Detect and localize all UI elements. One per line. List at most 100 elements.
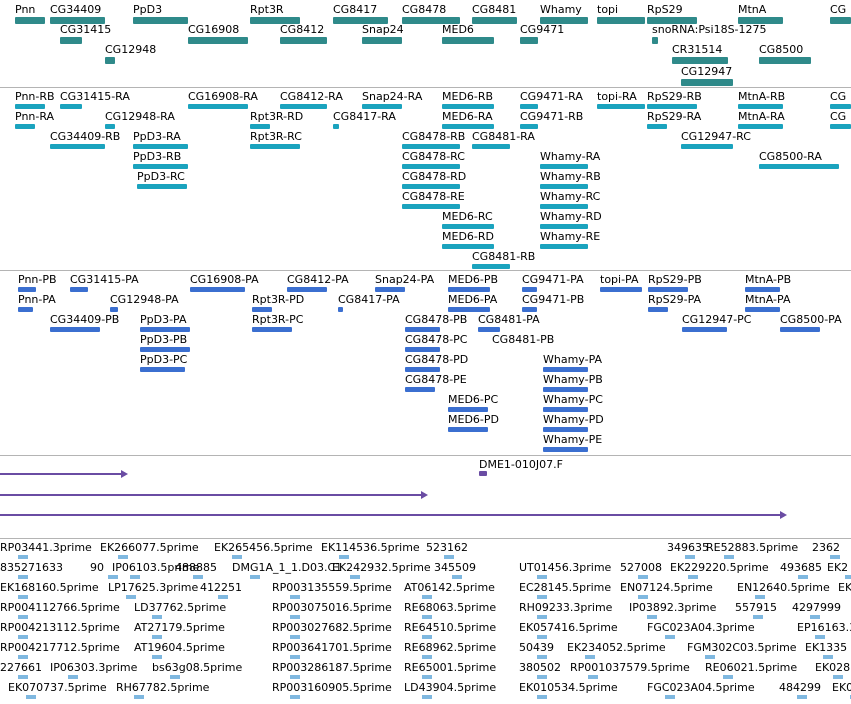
feature-glyph-cg9471-ra[interactable] [520,104,538,109]
feature-label-rp003075016-5prime[interactable]: RP003075016.5prime [272,601,392,614]
feature-label-at27179-5prime[interactable]: AT27179.5prime [134,621,225,634]
feature-label-50439[interactable]: 50439 [519,641,554,654]
est-glyph[interactable] [232,555,242,559]
feature-glyph-rpt3r[interactable] [250,17,300,24]
feature-label-cg34409-pb[interactable]: CG34409-PB [50,313,120,326]
feature-glyph-snorna-psi18s-1275[interactable] [652,37,658,44]
est-glyph[interactable] [68,675,78,679]
feature-label-rpt3r-rc[interactable]: Rpt3R-RC [250,130,302,143]
est-glyph[interactable] [815,635,825,639]
est-glyph[interactable] [108,575,118,579]
est-glyph[interactable] [170,675,180,679]
feature-glyph-pnn-pb[interactable] [18,287,36,292]
feature-label-ek229220-5prime[interactable]: EK229220.5prime [670,561,769,574]
est-glyph[interactable] [685,555,695,559]
est-glyph[interactable] [18,555,28,559]
feature-label-pnn-pb[interactable]: Pnn-PB [18,273,57,286]
feature-label-whamy-rb[interactable]: Whamy-RB [540,170,601,183]
feature-glyph-cg8500[interactable] [759,57,811,64]
feature-label-rpt3r-rd[interactable]: Rpt3R-RD [250,110,304,123]
feature-label-cg8417[interactable]: CG8417 [333,3,378,16]
feature-glyph-topi[interactable] [597,17,645,24]
feature-label-ek1335[interactable]: EK1335 [805,641,848,654]
feature-glyph-cg8478-pe[interactable] [405,387,435,392]
feature-glyph-ppd3-rb[interactable] [133,164,188,169]
feature-glyph-cg8478-pb[interactable] [405,327,440,332]
feature-label-ek242932-5prime[interactable]: EK242932.5prime [332,561,431,574]
est-glyph[interactable] [422,655,432,659]
est-glyph[interactable] [830,555,840,559]
feature-label-whamy-pd[interactable]: Whamy-PD [543,413,604,426]
feature-label-re68962-5prime[interactable]: RE68962.5prime [404,641,497,654]
feature-label-rp003160905-5prime[interactable]: RP003160905.5prime [272,681,392,694]
feature-label-ppd3[interactable]: PpD3 [133,3,163,16]
feature-glyph-cg[interactable] [830,124,851,129]
feature-label-cg9471[interactable]: CG9471 [520,23,565,36]
feature-label-med6-rb[interactable]: MED6-RB [442,90,494,103]
feature-label-cg8478-pd[interactable]: CG8478-PD [405,353,469,366]
est-glyph[interactable] [193,575,203,579]
feature-glyph-whamy-rd[interactable] [540,224,588,229]
feature-label-topi-ra[interactable]: topi-RA [597,90,637,103]
feature-label-835271633[interactable]: 835271633 [0,561,63,574]
feature-label-rpt3r[interactable]: Rpt3R [250,3,284,16]
feature-label-fgc023a04-3prime[interactable]: FGC023A04.3prime [647,621,755,634]
feature-glyph-rpt3r-pd[interactable] [252,307,272,312]
feature-label-ek057416-5prime[interactable]: EK057416.5prime [519,621,618,634]
feature-label-cg9471-pb[interactable]: CG9471-PB [522,293,585,306]
feature-label-cg9471-ra[interactable]: CG9471-RA [520,90,583,103]
est-glyph[interactable] [26,695,36,699]
feature-label-227661[interactable]: 227661 [0,661,42,674]
feature-label-rps29-rb[interactable]: RpS29-RB [647,90,702,103]
feature-label-cg16908[interactable]: CG16908 [188,23,240,36]
feature-label-ut01456-3prime[interactable]: UT01456.3prime [519,561,612,574]
feature-glyph-cg8417-ra[interactable] [333,124,339,129]
feature-label-cg34409-rb[interactable]: CG34409-RB [50,130,121,143]
feature-label-snap24-pa[interactable]: Snap24-PA [375,273,435,286]
feature-glyph-cg12947-rc[interactable] [681,144,733,149]
feature-glyph-topi-pa[interactable] [600,287,642,292]
feature-glyph-rps29-pa[interactable] [648,307,668,312]
feature-label-ek265456-5prime[interactable]: EK265456.5prime [214,541,313,554]
feature-glyph-cg12948-ra[interactable] [105,124,115,129]
est-glyph[interactable] [422,675,432,679]
est-glyph[interactable] [638,595,648,599]
feature-label-rps29[interactable]: RpS29 [647,3,683,16]
feature-label-ek010534-5prime[interactable]: EK010534.5prime [519,681,618,694]
feature-glyph-cg8417-pa[interactable] [338,307,343,312]
feature-glyph-mtna[interactable] [738,17,783,24]
feature-label-med6-pc[interactable]: MED6-PC [448,393,499,406]
feature-label-557915[interactable]: 557915 [735,601,777,614]
feature-label-4297999[interactable]: 4297999 [792,601,841,614]
feature-label-whamy-pe[interactable]: Whamy-PE [543,433,603,446]
feature-label-topi-pa[interactable]: topi-PA [600,273,639,286]
feature-label-ek028[interactable]: EK028 [815,661,851,674]
est-glyph[interactable] [134,695,144,699]
feature-label-mtna[interactable]: MtnA [738,3,767,16]
est-glyph[interactable] [18,675,28,679]
feature-glyph-rps29-pb[interactable] [648,287,688,292]
feature-label-cg9471-rb[interactable]: CG9471-RB [520,110,584,123]
feature-glyph-whamy-pd[interactable] [543,427,588,432]
feature-label-ek168160-5prime[interactable]: EK168160.5prime [0,581,99,594]
feature-label-412251[interactable]: 412251 [200,581,242,594]
feature-glyph-cg8478-pd[interactable] [405,367,440,372]
feature-label-whamy[interactable]: Whamy [540,3,582,16]
feature-glyph-pnn[interactable] [15,17,45,24]
est-glyph[interactable] [422,635,432,639]
est-glyph[interactable] [723,675,733,679]
feature-label-cg8481-pa[interactable]: CG8481-PA [478,313,540,326]
feature-glyph-cg31415-ra[interactable] [60,104,82,109]
feature-label-cg8481[interactable]: CG8481 [472,3,517,16]
feature-glyph-ppd3-pc[interactable] [140,367,185,372]
feature-label-523162[interactable]: 523162 [426,541,468,554]
feature-glyph-cg12947-pc[interactable] [682,327,727,332]
feature-glyph-cg8412[interactable] [280,37,327,44]
feature-label-cg8478-pe[interactable]: CG8478-PE [405,373,467,386]
feature-glyph-cg[interactable] [830,17,851,24]
feature-label-cg16908-pa[interactable]: CG16908-PA [190,273,259,286]
feature-label-cg34409[interactable]: CG34409 [50,3,102,16]
feature-label-snorna-psi18s-1275[interactable]: snoRNA:Psi18S-1275 [652,23,767,36]
est-glyph[interactable] [537,575,547,579]
feature-glyph-rpt3r-pc[interactable] [252,327,292,332]
